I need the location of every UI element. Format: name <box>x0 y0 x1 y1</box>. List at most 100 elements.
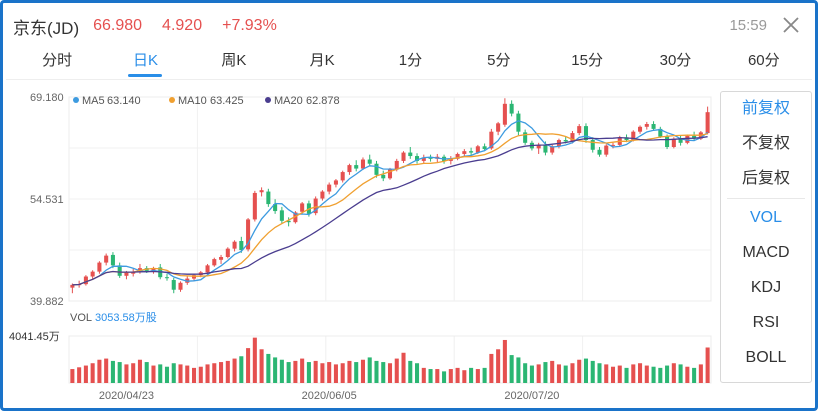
volume-bar <box>394 358 399 383</box>
tab-2[interactable]: 周K <box>221 52 247 69</box>
volume-bar <box>556 364 561 383</box>
volume-bar <box>185 365 190 383</box>
tab-7[interactable]: 30分 <box>659 52 692 69</box>
volume-bar <box>191 367 197 383</box>
candle-body <box>475 146 480 153</box>
candle-body <box>415 156 420 161</box>
candle-body <box>367 159 372 164</box>
ma-legend-name: MA5 <box>82 95 105 107</box>
tab-8[interactable]: 60分 <box>747 52 780 69</box>
volume-bar <box>550 360 555 383</box>
adjust-option-不复权[interactable]: 不复权 <box>741 134 790 152</box>
kline-chart[interactable]: 69.180 54.531 39.882 MA5 63.140 MA10 63.425 MA2… <box>3 83 718 408</box>
indicator-option-vol[interactable]: VOL <box>749 209 782 227</box>
candle-body <box>212 259 217 266</box>
candle-body <box>685 135 690 143</box>
candle-body <box>563 140 568 142</box>
indicator-option-macd[interactable]: MACD <box>742 244 790 262</box>
volume-bar <box>225 360 230 383</box>
adjust-option-前复权[interactable]: 前复权 <box>741 100 790 117</box>
stock-change-percent: +7.93% <box>222 17 277 34</box>
stock-change: 4.920 <box>162 17 203 34</box>
volume-bar <box>665 365 670 383</box>
close-icon[interactable] <box>779 13 803 37</box>
tab-4[interactable]: 1分 <box>398 52 423 69</box>
tab-6[interactable]: 15分 <box>571 52 603 69</box>
tab-3[interactable]: 月K <box>309 52 335 69</box>
candle-body <box>482 146 487 150</box>
volume-bar <box>543 362 548 383</box>
volume-bar <box>131 363 136 383</box>
candle-body <box>462 151 467 154</box>
volume-bar <box>705 347 710 383</box>
indicator-option-rsi[interactable]: RSI <box>752 313 780 331</box>
candle-body <box>692 135 697 139</box>
volume-bar <box>354 362 359 383</box>
ma5-line <box>72 120 709 286</box>
indicator-option-kdj[interactable]: KDJ <box>750 278 782 296</box>
volume-bar <box>347 360 352 383</box>
volume-bar <box>658 367 663 383</box>
candle-body <box>570 133 575 142</box>
volume-bar <box>421 367 426 383</box>
candle-body <box>279 210 284 221</box>
candle-body <box>543 144 548 153</box>
stock-header: 京东(JD) 66.980 4.920 +7.93% 15:59 <box>13 11 805 41</box>
volume-bar <box>306 362 311 383</box>
candle-body <box>387 169 393 179</box>
tab-divider <box>6 79 812 80</box>
candle-body <box>313 198 318 214</box>
volume-bar <box>212 363 217 383</box>
candle-body <box>469 151 474 153</box>
chart-options-panel: 前复权不复权后复权 VOL MACD KDJ RSI BOLL <box>720 91 812 383</box>
volume-bar <box>252 337 257 383</box>
volume-bar <box>367 357 372 383</box>
volume-bar <box>536 364 541 383</box>
candle-body <box>333 180 338 185</box>
volume-bar <box>523 363 528 383</box>
volume-bar <box>590 360 595 383</box>
candle-body <box>394 160 399 170</box>
adjust-option-后复权[interactable]: 后复权 <box>741 169 790 187</box>
candle-body <box>644 124 649 127</box>
volume-bar <box>692 367 697 383</box>
volume-bar <box>259 349 264 383</box>
price-label-max: 69.180 <box>30 92 64 104</box>
tab-0[interactable]: 分时 <box>42 52 73 69</box>
candle-body <box>671 138 676 147</box>
ma-legend-dot <box>265 97 271 103</box>
volume-bar <box>151 365 156 383</box>
indicator-option-boll[interactable]: BOLL <box>745 348 787 366</box>
candle-body <box>610 144 616 146</box>
candle-body <box>300 203 305 212</box>
ma10-line <box>72 132 708 286</box>
candle-body <box>205 265 210 273</box>
candle-body <box>70 284 75 288</box>
volume-bar <box>90 363 95 383</box>
volume-bar <box>401 352 406 383</box>
volume-bar <box>502 339 507 383</box>
candle-body <box>354 165 359 169</box>
ma20-line <box>72 136 708 286</box>
volume-bar <box>360 359 365 383</box>
volume-bar <box>171 363 176 383</box>
ma-legend-name: MA10 <box>178 95 207 107</box>
volume-bar <box>333 364 338 383</box>
candle-body <box>239 240 244 251</box>
candle-body <box>401 152 406 161</box>
price-label-mid: 54.531 <box>30 194 64 206</box>
candle-body <box>131 272 136 274</box>
volume-bar <box>638 363 643 383</box>
candle-body <box>83 276 88 285</box>
volume-bar <box>563 365 568 383</box>
ma-legend-dot <box>73 97 79 103</box>
candle-body <box>502 103 507 125</box>
volume-bar <box>300 358 305 383</box>
candle-body <box>421 157 426 161</box>
tab-5[interactable]: 5分 <box>487 52 511 69</box>
tab-1[interactable]: 日K <box>101 45 189 77</box>
volume-bar <box>685 366 690 383</box>
candle-body <box>523 132 528 143</box>
candle-body <box>286 220 291 223</box>
